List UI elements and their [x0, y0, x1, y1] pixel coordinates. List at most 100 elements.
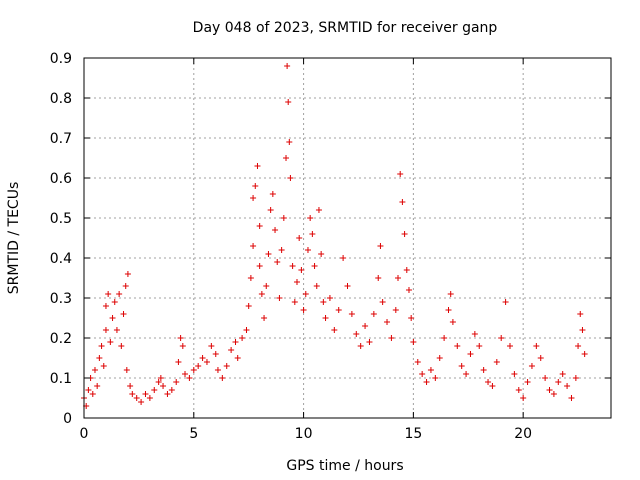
- data-point: [318, 251, 325, 257]
- data-point: [293, 279, 300, 285]
- data-point: [123, 367, 130, 373]
- data-point: [506, 343, 513, 349]
- data-point: [269, 191, 276, 197]
- data-point: [564, 383, 571, 389]
- data-point: [399, 199, 406, 205]
- data-point: [116, 291, 123, 297]
- data-point: [245, 303, 252, 309]
- data-point: [234, 355, 241, 361]
- data-point: [419, 371, 426, 377]
- data-point: [102, 327, 109, 333]
- y-tick-label: 0.2: [50, 331, 72, 347]
- data-point: [94, 383, 101, 389]
- data-point: [458, 363, 465, 369]
- x-tick-label: 0: [80, 426, 89, 442]
- data-point: [471, 331, 478, 337]
- data-point: [550, 391, 557, 397]
- data-point: [89, 391, 96, 397]
- data-point: [124, 271, 131, 277]
- data-point: [247, 275, 254, 281]
- data-point: [335, 307, 342, 313]
- y-tick-label: 0.6: [50, 171, 72, 187]
- data-point: [353, 331, 360, 337]
- data-point: [533, 343, 540, 349]
- data-point: [219, 375, 226, 381]
- data-point: [243, 327, 250, 333]
- data-point: [528, 363, 535, 369]
- data-point: [511, 371, 518, 377]
- data-point: [276, 295, 283, 301]
- data-point: [542, 375, 549, 381]
- data-point: [113, 327, 120, 333]
- data-point: [261, 315, 268, 321]
- data-point: [146, 395, 153, 401]
- data-point: [344, 283, 351, 289]
- data-point: [298, 267, 305, 273]
- data-point: [142, 391, 149, 397]
- data-point: [366, 339, 373, 345]
- data-point: [302, 291, 309, 297]
- data-point: [256, 223, 263, 229]
- data-point: [274, 259, 281, 265]
- data-point: [107, 339, 114, 345]
- data-point: [370, 311, 377, 317]
- data-point: [515, 387, 522, 393]
- data-point: [286, 139, 293, 145]
- data-point: [408, 315, 415, 321]
- data-point: [377, 243, 384, 249]
- data-point: [98, 343, 105, 349]
- data-point: [272, 227, 279, 233]
- data-point: [254, 163, 261, 169]
- data-point: [199, 355, 206, 361]
- data-point: [403, 267, 410, 273]
- data-point: [388, 335, 395, 341]
- y-tick-label: 0.3: [50, 291, 72, 307]
- data-points: [81, 63, 588, 409]
- data-point: [568, 395, 575, 401]
- data-point: [379, 299, 386, 305]
- data-point: [278, 247, 285, 253]
- data-point: [250, 243, 257, 249]
- data-point: [289, 263, 296, 269]
- data-point: [427, 367, 434, 373]
- data-point: [223, 363, 230, 369]
- data-point: [436, 355, 443, 361]
- data-point: [267, 207, 274, 213]
- grid-lines: [84, 58, 611, 418]
- plot-frame: [83, 57, 612, 419]
- data-point: [239, 335, 246, 341]
- y-tick-label: 0: [63, 411, 72, 427]
- data-point: [91, 367, 98, 373]
- y-tick-label: 0.8: [50, 91, 72, 107]
- data-point: [287, 175, 294, 181]
- data-point: [250, 195, 257, 201]
- data-point: [212, 351, 219, 357]
- y-tick-label: 0.4: [50, 251, 72, 267]
- data-point: [232, 339, 239, 345]
- data-point: [362, 323, 369, 329]
- data-point: [155, 379, 162, 385]
- data-point: [575, 343, 582, 349]
- data-point: [256, 263, 263, 269]
- x-axis-label: GPS time / hours: [286, 458, 403, 474]
- data-point: [109, 315, 116, 321]
- data-point: [397, 171, 404, 177]
- data-point: [173, 379, 180, 385]
- data-point: [283, 155, 290, 161]
- data-point: [414, 359, 421, 365]
- data-point: [395, 275, 402, 281]
- data-point: [195, 363, 202, 369]
- data-point: [581, 351, 588, 357]
- data-point: [489, 383, 496, 389]
- data-point: [177, 335, 184, 341]
- data-point: [102, 303, 109, 309]
- data-point: [410, 339, 417, 345]
- data-point: [524, 379, 531, 385]
- data-point: [445, 307, 452, 313]
- data-point: [157, 375, 164, 381]
- data-point: [138, 399, 145, 405]
- data-point: [309, 231, 316, 237]
- data-point: [463, 371, 470, 377]
- data-point: [449, 319, 456, 325]
- data-point: [579, 327, 586, 333]
